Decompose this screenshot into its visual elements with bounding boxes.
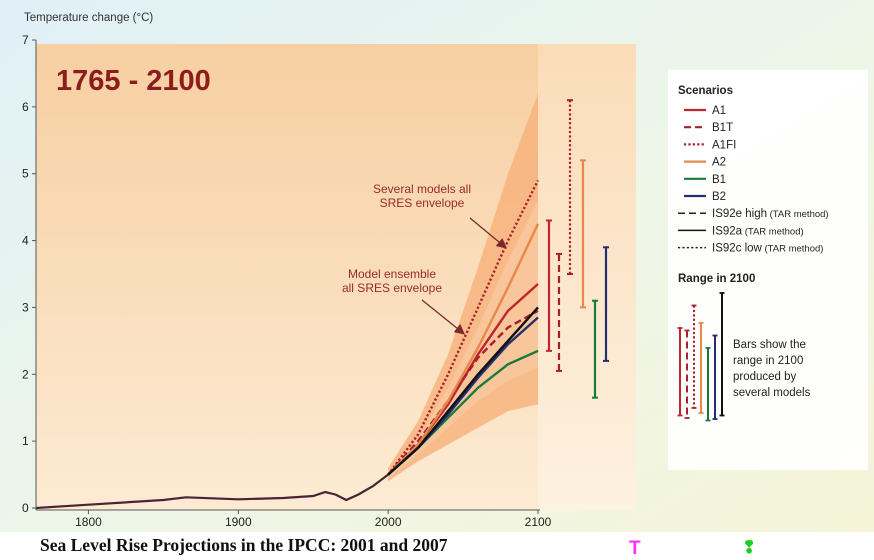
legend-label-b1: B1 xyxy=(712,174,726,186)
x-axis-ticks: 1800 1900 2000 2100 xyxy=(75,510,552,529)
legend-entries: A1 B1T A1FI A2 B1 B2 IS92e high (TAR method) IS… xyxy=(678,105,829,255)
series-line-history-overlay xyxy=(35,474,389,509)
legend-label-suffix: (TAR method) xyxy=(742,226,804,237)
legend-range-note-line: produced by xyxy=(733,371,797,383)
legend-range-bars xyxy=(677,292,725,422)
annotation-1-line-1: Several models all xyxy=(373,182,471,196)
legend-label-a1: A1 xyxy=(712,105,726,117)
legend-range-note: Bars show the range in 2100 produced by sev… xyxy=(733,339,811,399)
legend: Scenarios A1 B1T A1FI A2 B1 B2 IS92e high (TAR… xyxy=(668,70,868,470)
legend-label-a2: A2 xyxy=(712,157,726,169)
y-tick-label: 7 xyxy=(22,33,29,47)
legend-box xyxy=(668,70,868,470)
chart-title: 1765 - 2100 xyxy=(56,65,211,97)
legend-label-is92c-low: IS92c low (TAR method) xyxy=(712,243,823,255)
marker-t: T xyxy=(629,538,641,559)
x-tick-label: 1900 xyxy=(225,515,252,529)
y-tick-label: 2 xyxy=(22,367,29,381)
legend-label-b2: B2 xyxy=(712,191,726,203)
legend-title: Scenarios xyxy=(678,85,733,97)
legend-range-note-line: several models xyxy=(733,387,811,399)
y-tick-label: 6 xyxy=(22,100,29,114)
y-tick-label: 0 xyxy=(22,501,29,515)
series-line-b1t xyxy=(387,309,539,476)
y-tick-label: 5 xyxy=(22,167,29,181)
annotation-1-line-2: SRES envelope xyxy=(380,196,465,210)
legend-label-suffix: (TAR method) xyxy=(762,244,824,255)
annotation-2-arrow xyxy=(421,299,466,335)
plot-panel xyxy=(36,44,538,510)
y-axis-label: Temperature change (°C) xyxy=(24,12,153,24)
range-strip xyxy=(538,44,636,510)
y-tick-label: 1 xyxy=(22,434,29,448)
legend-range-title: Range in 2100 xyxy=(678,273,755,285)
y-axis-ticks: 0 1 2 3 4 5 6 7 xyxy=(22,33,36,515)
legend-label-is92e-high: IS92e high (TAR method) xyxy=(712,208,829,220)
figure-caption: Sea Level Rise Projections in the IPCC: … xyxy=(40,535,448,555)
series-line-is92a xyxy=(387,306,539,476)
series-line-a2 xyxy=(387,223,540,476)
annotation-1-arrow xyxy=(469,217,508,249)
series-lines xyxy=(35,179,540,510)
legend-label-is92a: IS92a (TAR method) xyxy=(712,225,804,237)
series-line-a1fi xyxy=(387,179,540,476)
x-tick-label: 2000 xyxy=(375,515,402,529)
annotation-2-line-1: Model ensemble xyxy=(348,267,436,281)
x-tick-label: 1800 xyxy=(75,515,102,529)
marker-pin: ❢ xyxy=(742,538,757,557)
legend-label-suffix: (TAR method) xyxy=(767,209,829,220)
legend-label-b1t: B1T xyxy=(712,122,733,134)
legend-label-a1fi: A1FI xyxy=(712,139,736,151)
range-bars-2100 xyxy=(546,99,609,399)
y-tick-label: 4 xyxy=(22,234,29,248)
y-tick-label: 3 xyxy=(22,300,29,314)
legend-range-note-line: Bars show the xyxy=(733,339,806,351)
annotation-2-line-2: all SRES envelope xyxy=(342,281,442,295)
legend-range-note-line: range in 2100 xyxy=(733,355,803,367)
x-tick-label: 2100 xyxy=(525,515,552,529)
